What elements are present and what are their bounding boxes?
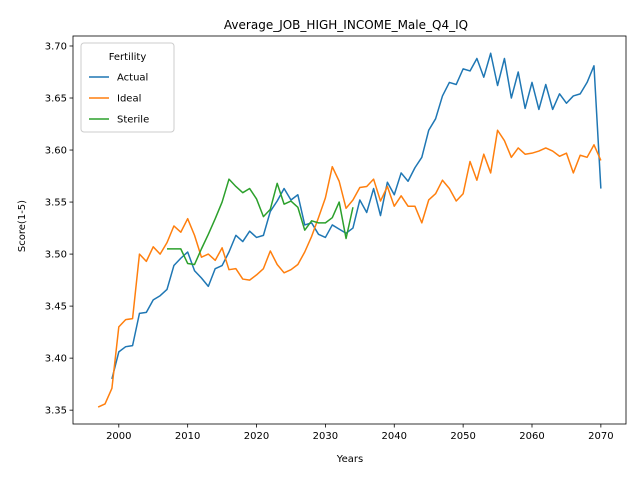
y-tick-label: 3.65 bbox=[45, 94, 67, 105]
x-tick-label: 2030 bbox=[313, 431, 338, 442]
x-tick-label: 2010 bbox=[175, 431, 200, 442]
y-tick-label: 3.40 bbox=[45, 354, 67, 365]
legend: Fertility Actual Ideal Sterile bbox=[81, 43, 174, 132]
legend-label-sterile: Sterile bbox=[117, 115, 149, 126]
y-tick-label: 3.60 bbox=[45, 146, 67, 157]
legend-label-ideal: Ideal bbox=[117, 94, 141, 105]
y-tick-label: 3.55 bbox=[45, 198, 67, 209]
y-axis-label: Score(1-5) bbox=[17, 200, 28, 252]
x-tick-label: 2020 bbox=[244, 431, 269, 442]
y-tick-label: 3.45 bbox=[45, 302, 67, 313]
x-tick-label: 2050 bbox=[450, 431, 475, 442]
y-tick-label: 3.35 bbox=[45, 406, 67, 417]
x-tick-label: 2060 bbox=[519, 431, 544, 442]
legend-label-actual: Actual bbox=[117, 73, 148, 84]
chart-title: Average_JOB_HIGH_INCOME_Male_Q4_IQ bbox=[224, 18, 468, 32]
y-tick-label: 3.70 bbox=[45, 41, 67, 52]
x-tick-label: 2070 bbox=[588, 431, 613, 442]
x-tick-label: 2040 bbox=[382, 431, 407, 442]
legend-title: Fertility bbox=[109, 52, 147, 63]
x-axis-label: Years bbox=[336, 454, 363, 465]
x-tick-label: 2000 bbox=[106, 431, 131, 442]
y-tick-label: 3.50 bbox=[45, 250, 67, 261]
